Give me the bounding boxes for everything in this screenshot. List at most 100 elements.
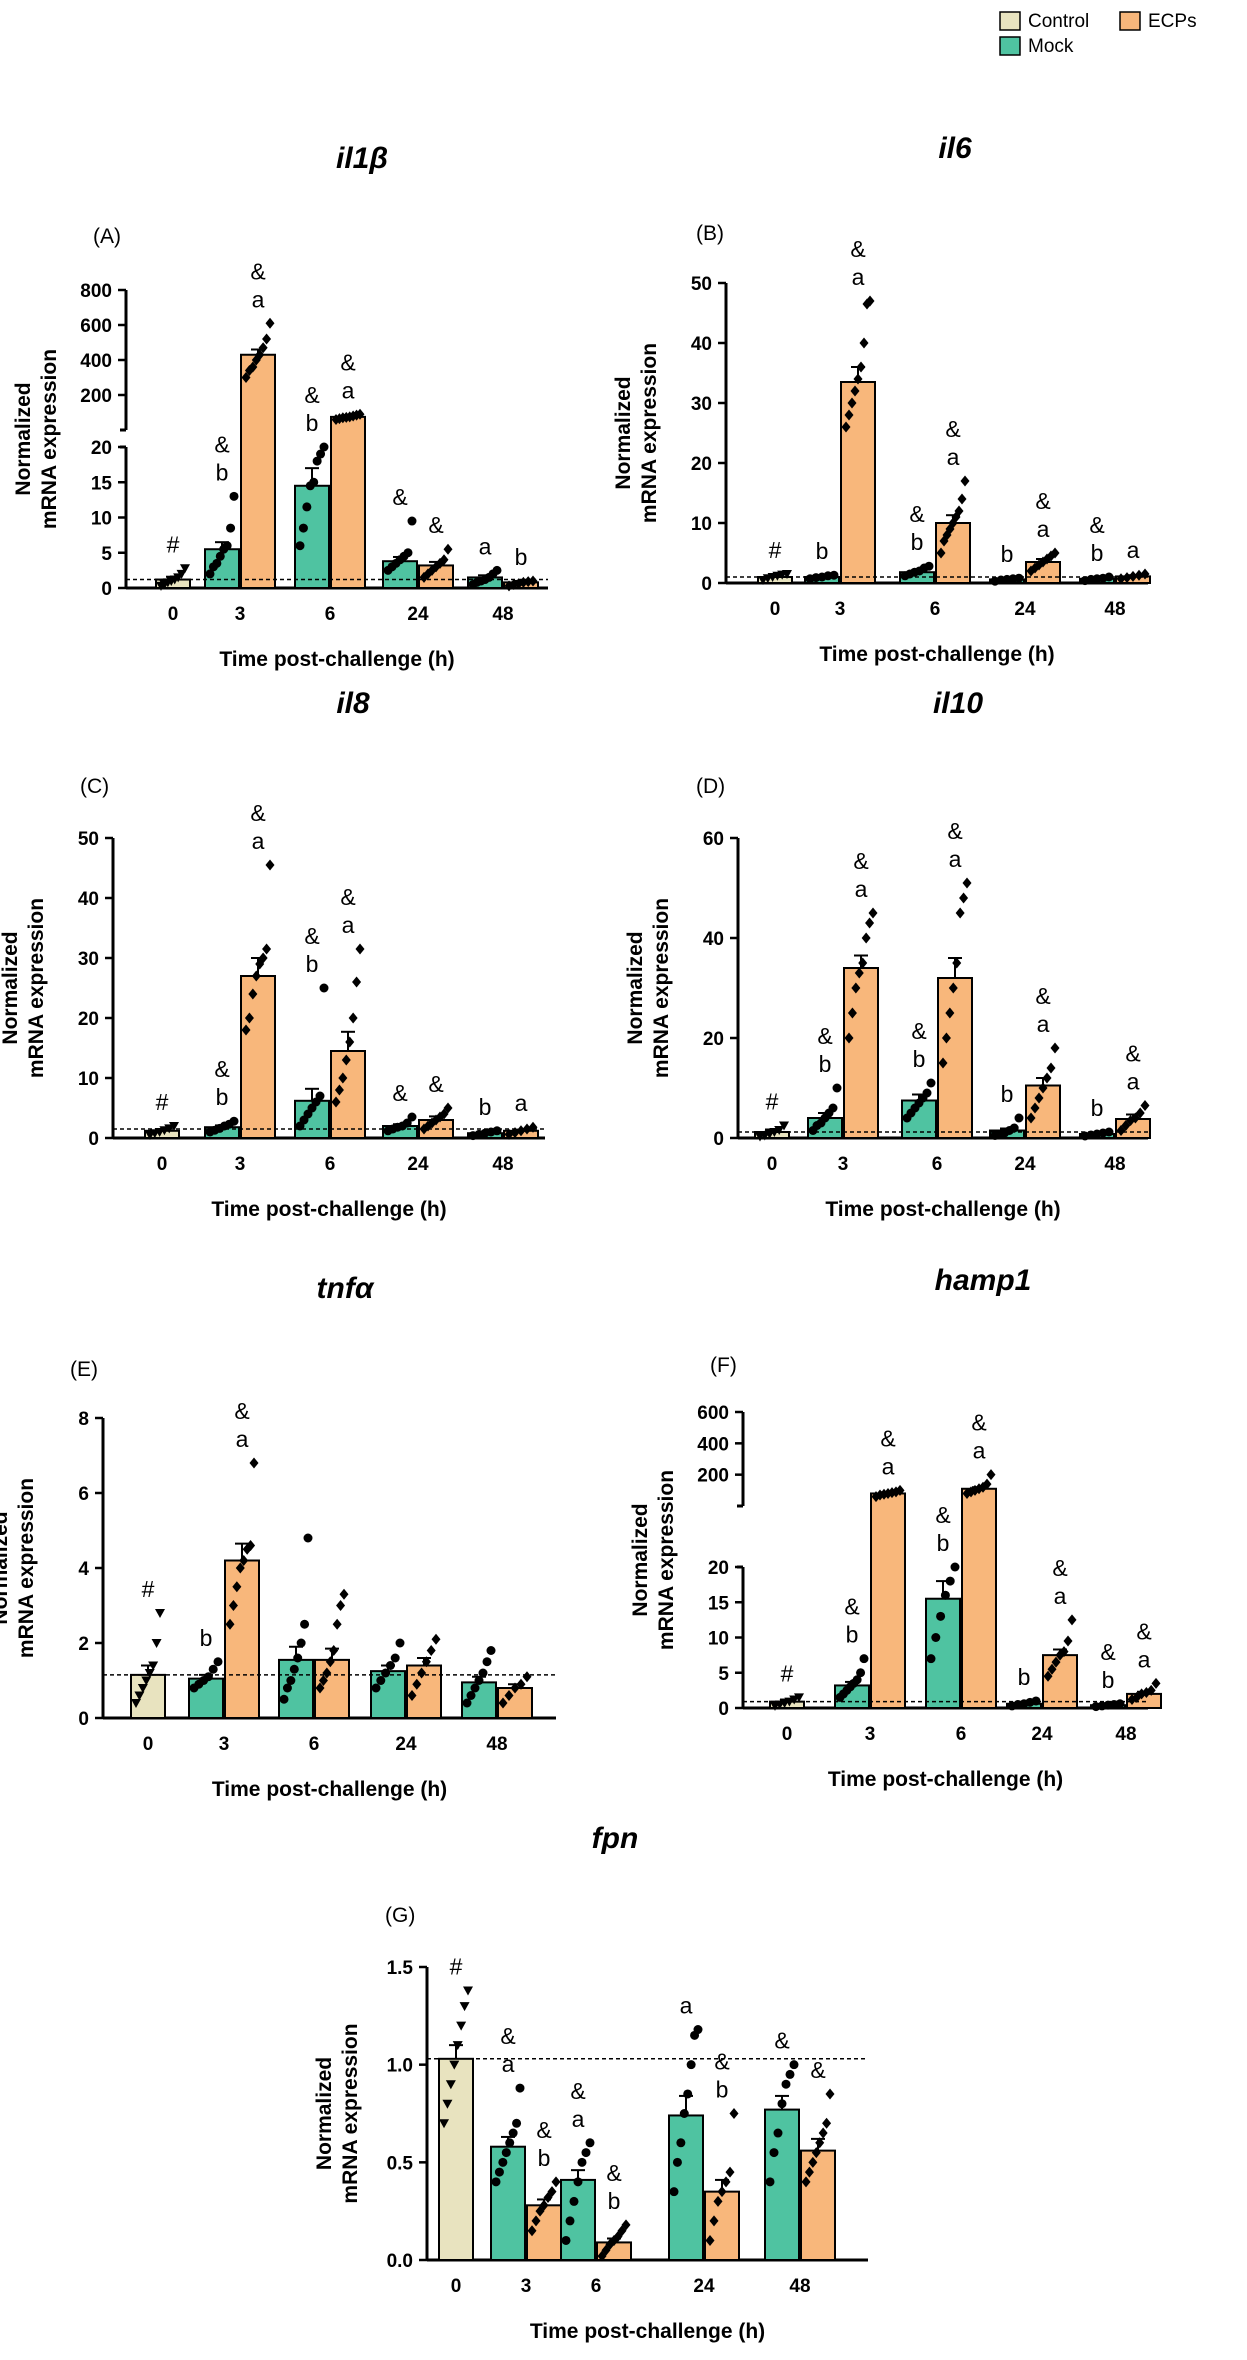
data-point xyxy=(215,551,225,561)
data-point xyxy=(421,1656,431,1668)
y-tick-label: 50 xyxy=(78,829,99,850)
data-point xyxy=(1116,573,1126,585)
data-point xyxy=(856,1668,866,1678)
significance-mark: a xyxy=(342,912,355,938)
y-tick-label: 20 xyxy=(708,1558,729,1579)
data-point xyxy=(137,1684,148,1693)
significance-mark: b xyxy=(608,2188,621,2214)
panel-f: hamp1 (F) Time post-challenge (h) Normalize… xyxy=(629,1264,1162,1791)
data-point xyxy=(466,1691,476,1700)
x-tick-label: 48 xyxy=(1104,599,1125,620)
data-point xyxy=(439,2119,449,2129)
data-point xyxy=(452,2041,463,2051)
data-point xyxy=(462,1698,472,1708)
data-point xyxy=(982,1478,992,1490)
data-point xyxy=(515,2083,525,2093)
panel-title: hamp1 xyxy=(935,1264,1032,1297)
data-point xyxy=(856,361,866,373)
data-point xyxy=(339,1588,349,1600)
y-axis-label: Normalized mRNA expression xyxy=(0,1478,38,1658)
data-point xyxy=(492,1126,502,1136)
data-point xyxy=(244,1012,254,1024)
y-tick-label: 20 xyxy=(703,1029,724,1050)
data-point xyxy=(510,1682,520,1694)
x-tick-label: 6 xyxy=(325,1154,336,1175)
significance-mark: # xyxy=(156,1089,169,1115)
data-point xyxy=(1115,1699,1125,1709)
significance-mark: b xyxy=(1001,541,1014,567)
x-tick-label: 6 xyxy=(325,604,336,625)
data-point xyxy=(329,1645,339,1656)
bar-ecps-3h xyxy=(840,381,876,584)
data-point xyxy=(262,333,272,345)
data-point xyxy=(1047,1663,1057,1675)
significance-mark: b xyxy=(216,1084,229,1110)
y-tick-label: 40 xyxy=(703,929,724,950)
significance-mark: & xyxy=(714,2049,729,2075)
data-point xyxy=(407,516,417,526)
data-point xyxy=(1050,1042,1060,1054)
data-point xyxy=(141,1676,152,1686)
data-point xyxy=(859,337,869,349)
y-axis-label-line: mRNA expression xyxy=(15,1478,38,1658)
y-tick-label: 1.0 xyxy=(387,2056,413,2077)
bar-ecps-6h xyxy=(961,1487,997,1710)
data-point xyxy=(931,1633,941,1642)
y-tick-label: 0 xyxy=(101,579,112,600)
significance-mark: & xyxy=(909,501,924,527)
significance-mark: a xyxy=(515,1090,528,1116)
y-tick-label: 20 xyxy=(691,454,712,475)
panel-a: il1β (A) Time post-challenge (h) Normalized… xyxy=(12,142,548,671)
data-point xyxy=(282,1683,292,1693)
data-point xyxy=(1067,1614,1077,1626)
panel-label: (F) xyxy=(710,1354,737,1377)
y-axis-label-line: Normalized xyxy=(0,931,22,1044)
data-point xyxy=(621,2219,631,2231)
data-point xyxy=(850,385,860,397)
y-axis-label: Normalized mRNA expression xyxy=(12,349,61,529)
data-point xyxy=(950,1562,960,1572)
bar-mock-3h xyxy=(490,2145,526,2262)
data-point xyxy=(325,1656,335,1668)
data-point xyxy=(316,449,326,459)
data-point xyxy=(286,1676,296,1685)
significance-annotations: #&b&a&b&a&&a b xyxy=(167,258,528,570)
bar-ecps-6h xyxy=(937,977,973,1139)
data-point xyxy=(312,456,322,466)
data-point xyxy=(573,2177,583,2187)
y-axis-label: Normalized mRNA expression xyxy=(612,343,661,523)
data-point xyxy=(478,1668,488,1678)
x-axis-label: Time post-challenge (h) xyxy=(212,1778,447,1801)
data-point xyxy=(395,1638,405,1648)
panel-label: (D) xyxy=(696,775,725,798)
significance-mark: & xyxy=(570,2078,585,2104)
x-tick-label: 24 xyxy=(693,2276,715,2297)
data-point xyxy=(235,1562,245,1574)
significance-mark: # xyxy=(769,537,782,563)
data-point xyxy=(376,1676,386,1685)
significance-mark: & xyxy=(214,431,229,457)
significance-mark: # xyxy=(142,1576,155,1602)
significance-mark: & xyxy=(850,236,865,262)
data-point xyxy=(279,1694,289,1704)
bar-ecps-48h xyxy=(800,2149,836,2261)
data-point xyxy=(403,548,413,558)
data-point xyxy=(847,397,857,409)
data-point xyxy=(765,2177,775,2187)
x-tick-label: 0 xyxy=(782,1724,793,1745)
data-point xyxy=(844,409,854,421)
legend-swatch-ecps xyxy=(1119,11,1141,31)
data-point xyxy=(854,967,864,979)
y-tick-label: 10 xyxy=(91,509,112,530)
data-point xyxy=(1043,1670,1053,1682)
bars xyxy=(144,859,539,1141)
significance-mark: b xyxy=(937,1530,950,1556)
bars xyxy=(769,1469,1162,1712)
data-point xyxy=(868,907,878,919)
bar-ecps-3h xyxy=(224,1559,260,1719)
data-point xyxy=(1063,1635,1073,1647)
bar-ecps-6h xyxy=(330,415,366,589)
y-axis-label: Normalized mRNA expression xyxy=(0,898,48,1078)
significance-mark: a xyxy=(479,533,492,559)
